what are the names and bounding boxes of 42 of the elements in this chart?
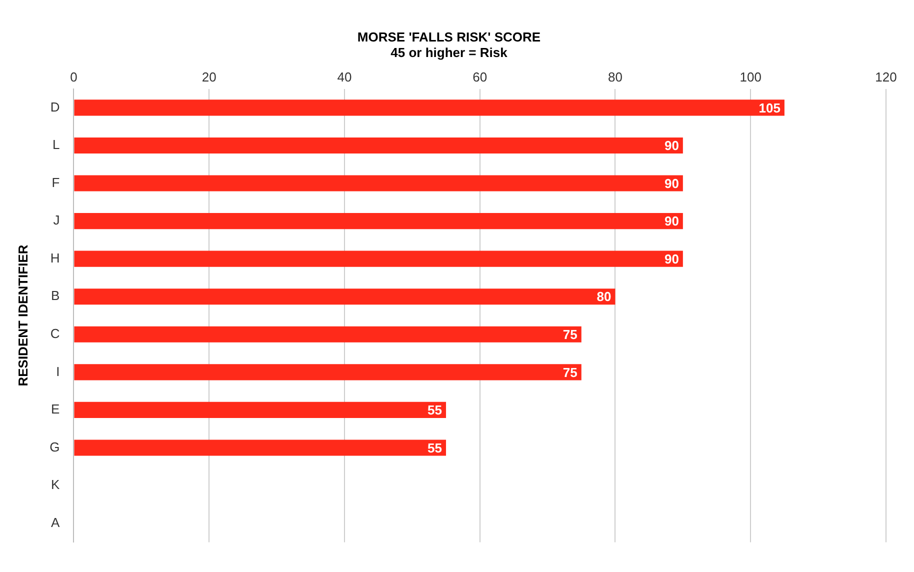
x-tick-label: 0 <box>70 70 78 85</box>
bar <box>74 100 784 116</box>
y-tick-label: C <box>50 326 60 341</box>
y-tick-label: A <box>51 514 60 530</box>
data-label: 105 <box>758 100 780 116</box>
y-tick-label: I <box>56 364 60 379</box>
y-tick-label: D <box>50 99 60 114</box>
data-label: 55 <box>428 402 442 418</box>
data-label: 55 <box>428 440 442 456</box>
bar <box>74 402 446 418</box>
x-tick-label: 80 <box>608 70 622 85</box>
data-label: 90 <box>664 214 679 229</box>
bar <box>74 175 683 192</box>
y-axis-title: RESIDENT IDENTIFIER <box>15 244 30 386</box>
bar <box>74 288 616 305</box>
y-tick-label: E <box>51 402 60 417</box>
chart-title: MORSE 'FALLS RISK' SCORE <box>357 29 541 44</box>
bar <box>74 213 683 230</box>
y-tick-label: G <box>50 439 60 454</box>
x-tick-label: 120 <box>875 70 897 85</box>
data-label: 75 <box>562 326 578 342</box>
bar <box>74 250 683 267</box>
data-label: 80 <box>596 289 612 304</box>
data-label: 75 <box>562 364 578 380</box>
x-tick-label: 60 <box>472 70 488 85</box>
data-label: 90 <box>664 251 679 266</box>
bar <box>74 137 683 154</box>
chart-subtitle: 45 or higher = Risk <box>390 44 508 60</box>
y-tick-label: H <box>50 250 60 266</box>
bar <box>74 364 582 380</box>
bar <box>74 440 446 456</box>
y-tick-label: L <box>52 137 60 152</box>
y-tick-label: B <box>51 288 60 304</box>
x-tick-label: 40 <box>337 70 352 85</box>
data-label: 90 <box>664 176 679 191</box>
bar <box>74 326 582 342</box>
x-tick-label: 20 <box>202 70 216 85</box>
y-tick-label: J <box>53 212 60 228</box>
data-label: 90 <box>664 138 679 154</box>
y-tick-label: K <box>51 477 60 492</box>
x-tick-label: 100 <box>740 70 762 85</box>
y-tick-label: F <box>52 174 60 190</box>
